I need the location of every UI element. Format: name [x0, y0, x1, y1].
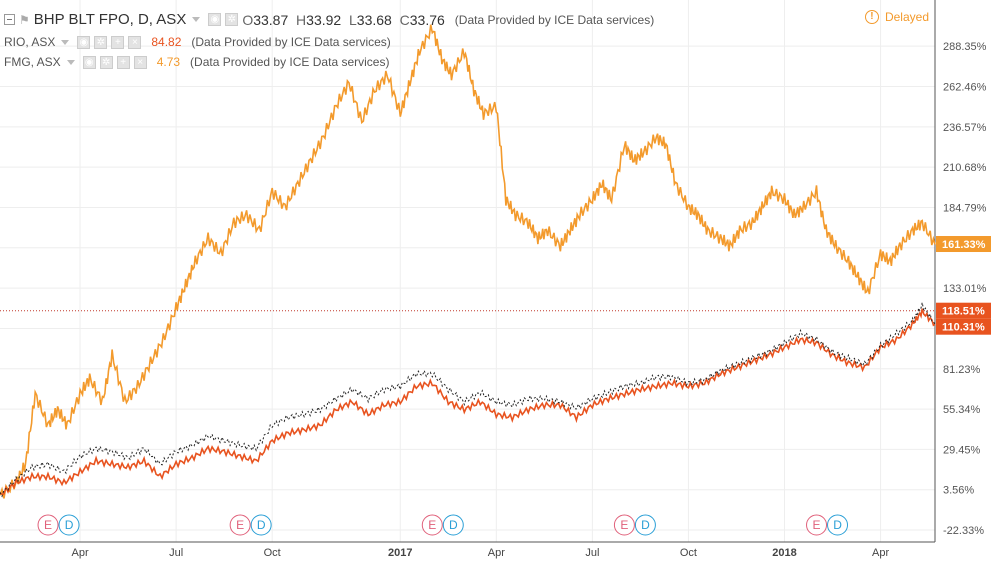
x-tick-label: Oct — [264, 547, 281, 559]
x-tick-label: 2017 — [388, 547, 412, 559]
delayed-indicator[interactable]: ! Delayed — [864, 10, 929, 24]
collapse-toggle[interactable] — [4, 14, 15, 25]
x-tick-label: Apr — [488, 547, 505, 559]
series-group — [0, 24, 936, 499]
gear-icon[interactable]: ✲ — [94, 35, 108, 49]
last-value-badge-bg — [936, 302, 991, 319]
x-tick-label: 2018 — [772, 547, 796, 559]
y-tick-label: -22.33% — [943, 525, 984, 537]
eye-icon[interactable]: ◉ — [77, 35, 91, 49]
dividend-d-circle — [827, 514, 849, 536]
grid — [0, 0, 935, 542]
main-legend: ⚑ BHP BLT FPO, D, ASX ◉ ✲ O33.87 H33.92 … — [4, 11, 654, 28]
rio-source-label: (Data Provided by ICE Data services) — [191, 35, 391, 49]
gear-icon[interactable]: ✲ — [99, 55, 113, 69]
last-value-badge-label: 161.33% — [942, 239, 986, 251]
earnings-e-circle — [421, 514, 443, 536]
series-line-1 — [0, 308, 936, 496]
chevron-down-icon[interactable] — [66, 59, 75, 65]
last-value-badge-bg — [936, 236, 991, 253]
last-value-badge-label: 118.51% — [942, 306, 985, 318]
y-tick-label: 288.35% — [943, 41, 987, 53]
dividend-d-label: D — [257, 518, 266, 532]
earnings-e-circle — [806, 514, 828, 536]
chevron-down-icon[interactable] — [192, 17, 201, 22]
main-symbol-label[interactable]: BHP BLT FPO, D, ASX — [33, 11, 187, 28]
last-value-badges: 161.33% 118.51% 110.31% — [936, 236, 991, 335]
earnings-e-label: E — [620, 518, 628, 532]
delayed-label: Delayed — [884, 10, 929, 24]
flag-icon[interactable]: ⚑ — [19, 12, 30, 27]
ohlc-values: O33.87 H33.92 L33.68 C33.76 — [242, 11, 445, 28]
dividend-d-label: D — [449, 518, 458, 532]
rio-symbol-label[interactable]: RIO, ASX — [4, 35, 56, 49]
close-icon[interactable]: × — [128, 35, 142, 49]
close-icon[interactable]: × — [133, 55, 147, 69]
y-tick-label: 236.57% — [943, 122, 987, 134]
y-tick-label: 81.23% — [943, 364, 981, 376]
rio-value: 84.82 — [151, 35, 182, 49]
add-icon[interactable]: + — [111, 35, 125, 49]
eye-icon[interactable]: ◉ — [208, 13, 222, 26]
last-value-badge-bg — [936, 318, 991, 335]
x-tick-label: Jul — [585, 547, 599, 559]
earnings-e-circle — [37, 514, 59, 536]
earnings-e-circle — [229, 514, 251, 536]
gear-icon[interactable]: ✲ — [225, 13, 239, 26]
x-tick-label: Apr — [71, 547, 88, 559]
dividend-d-circle — [634, 514, 656, 536]
earnings-e-label: E — [236, 518, 244, 532]
last-value-badge-label: 110.31% — [942, 322, 985, 334]
chevron-down-icon[interactable] — [61, 39, 70, 45]
earnings-e-label: E — [813, 518, 821, 532]
earnings-e-label: E — [44, 518, 52, 532]
series-line-2 — [0, 302, 936, 498]
y-tick-label: 133.01% — [943, 283, 987, 295]
info-icon: ! — [864, 10, 879, 24]
legend-fmg: FMG, ASX ◉ ✲ + × 4.73 (Data Provided by … — [4, 55, 389, 69]
x-tick-label: Oct — [680, 547, 697, 559]
x-tick-label: Jul — [169, 547, 183, 559]
earnings-e-label: E — [428, 518, 436, 532]
legend-rio: RIO, ASX ◉ ✲ + × 84.82 (Data Provided by… — [4, 35, 391, 49]
y-tick-label: 29.45% — [943, 444, 981, 456]
y-tick-label: 184.79% — [943, 202, 987, 214]
y-tick-label: 210.68% — [943, 162, 987, 174]
y-tick-label: 262.46% — [943, 82, 987, 94]
earnings-e-circle — [613, 514, 635, 536]
y-tick-label: 55.34% — [943, 404, 981, 416]
dividend-d-label: D — [833, 518, 842, 532]
main-source-label: (Data Provided by ICE Data services) — [454, 12, 655, 27]
y-tick-label: 3.56% — [943, 485, 974, 497]
eye-icon[interactable]: ◉ — [82, 55, 96, 69]
fmg-source-label: (Data Provided by ICE Data services) — [190, 55, 390, 69]
dividend-d-circle — [250, 514, 272, 536]
dividend-d-label: D — [65, 518, 74, 532]
fmg-value: 4.73 — [156, 55, 181, 69]
fmg-symbol-label[interactable]: FMG, ASX — [4, 55, 61, 69]
dividend-d-label: D — [641, 518, 650, 532]
dividend-d-circle — [58, 514, 80, 536]
add-icon[interactable]: + — [116, 55, 130, 69]
x-tick-label: Apr — [872, 547, 889, 559]
series-line-0 — [0, 24, 936, 499]
dividend-d-circle — [442, 514, 464, 536]
